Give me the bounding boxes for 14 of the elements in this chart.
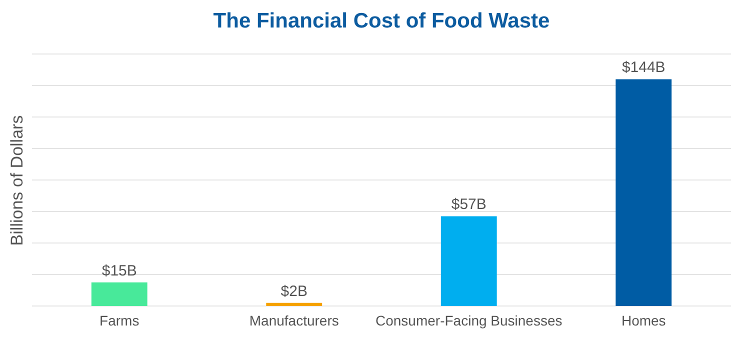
bar (440, 216, 497, 306)
data-label: $15B (102, 262, 137, 280)
bar (91, 282, 148, 306)
data-label: $144B (622, 59, 666, 76)
bar (266, 302, 322, 306)
x-tick-label: Farms (100, 312, 140, 328)
bar (616, 79, 672, 306)
x-tick-label: Manufacturers (249, 312, 339, 328)
y-axis-title: Billions of Dollars (8, 115, 26, 246)
data-label: $2B (280, 282, 308, 300)
x-tick-label: Consumer-Facing Businesses (376, 312, 562, 328)
x-tick-label: Homes (621, 312, 666, 328)
data-label: $57B (451, 196, 486, 214)
chart-title: The Financial Cost of Food Waste (213, 10, 550, 32)
